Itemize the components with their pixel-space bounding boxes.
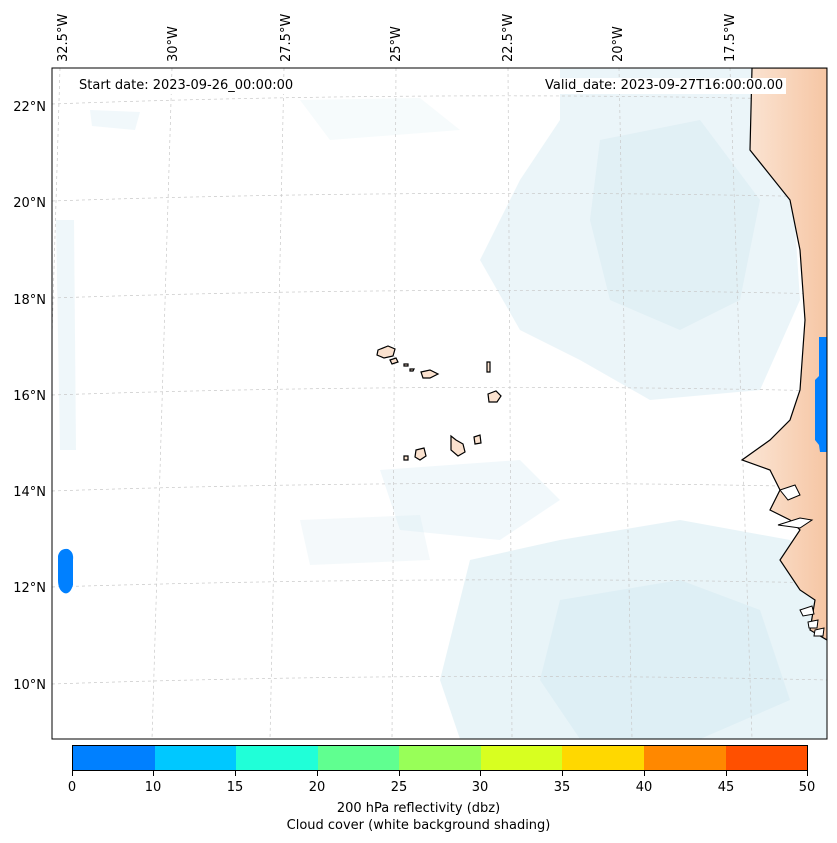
colorbar-tick (317, 771, 318, 776)
colorbar-tick (726, 771, 727, 776)
lon-label-17.5W: 17.5°W (723, 14, 738, 62)
gambia-river-detail (777, 484, 814, 529)
lon-label-22.5W: 22.5°W (501, 14, 516, 62)
lat-label-20N: 20°N (13, 196, 46, 211)
valid-date-label: Valid_date: 2023-09-27T16:00:00.00 (542, 78, 787, 94)
colorbar-tick (399, 771, 400, 776)
lat-label-16N: 16°N (13, 389, 46, 404)
lat-label-12N: 12°N (13, 581, 46, 596)
colorbar-tick (480, 771, 481, 776)
reflectivity-colorbar (72, 745, 808, 771)
longitude-labels: 32.5°W 30°W 27.5°W 25°W 22.5°W 20°W 17.5… (56, 14, 738, 62)
lon-label-27.5W: 27.5°W (279, 14, 294, 62)
lon-label-20W: 20°W (611, 26, 626, 62)
bissagos-islands (799, 605, 825, 637)
colorbar-tick-label: 45 (717, 780, 735, 795)
reflectivity-patch-west (58, 548, 74, 594)
start-date-label: Start date: 2023-09-26_00:00:00 (76, 78, 297, 94)
colorbar-segment (73, 746, 155, 770)
colorbar-tick-label: 35 (553, 780, 571, 795)
colorbar-segment (154, 746, 237, 770)
colorbar-tick-label: 25 (390, 780, 408, 795)
lat-label-14N: 14°N (13, 485, 46, 500)
colorbar-tick-label: 0 (67, 780, 77, 795)
colorbar-tick-label: 20 (308, 780, 326, 795)
colorbar-segment (317, 746, 400, 770)
cape-verde-islands (376, 345, 502, 461)
colorbar-tick (72, 771, 73, 776)
colorbar-tick (235, 771, 236, 776)
gridlines (52, 68, 827, 739)
colorbar-segment (725, 746, 808, 770)
colorbar-segment (562, 746, 644, 770)
latitude-labels: 22°N 20°N 18°N 16°N 14°N 12°N 10°N (13, 100, 46, 693)
lat-label-22N: 22°N (13, 100, 46, 115)
colorbar-segment (236, 746, 318, 770)
lat-label-10N: 10°N (13, 678, 46, 693)
colorbar-segment (399, 746, 481, 770)
colorbar-tick (807, 771, 808, 776)
lon-label-25W: 25°W (389, 26, 404, 62)
lat-label-18N: 18°N (13, 293, 46, 308)
colorbar-tick (562, 771, 563, 776)
colorbar-tick-label: 30 (471, 780, 489, 795)
colorbar-title-line1: 200 hPa reflectivity (dbz) (336, 801, 501, 816)
lon-label-32.5W: 32.5°W (56, 14, 71, 62)
colorbar-tick (644, 771, 645, 776)
colorbar-tick (153, 771, 154, 776)
africa-coast-land (740, 68, 827, 641)
colorbar-segment (480, 746, 563, 770)
colorbar-tick-label: 15 (226, 780, 244, 795)
colorbar-segment (643, 746, 726, 770)
colorbar-title-line2: Cloud cover (white background shading) (286, 818, 551, 833)
map-frame (51, 67, 828, 740)
reflectivity-patch-east (815, 337, 827, 452)
colorbar-tick-label: 40 (635, 780, 653, 795)
colorbar-tick-label: 10 (144, 780, 162, 795)
colorbar-tick-label: 50 (798, 780, 816, 795)
lon-label-30W: 30°W (166, 26, 181, 62)
cloud-cover-shading (56, 68, 827, 739)
